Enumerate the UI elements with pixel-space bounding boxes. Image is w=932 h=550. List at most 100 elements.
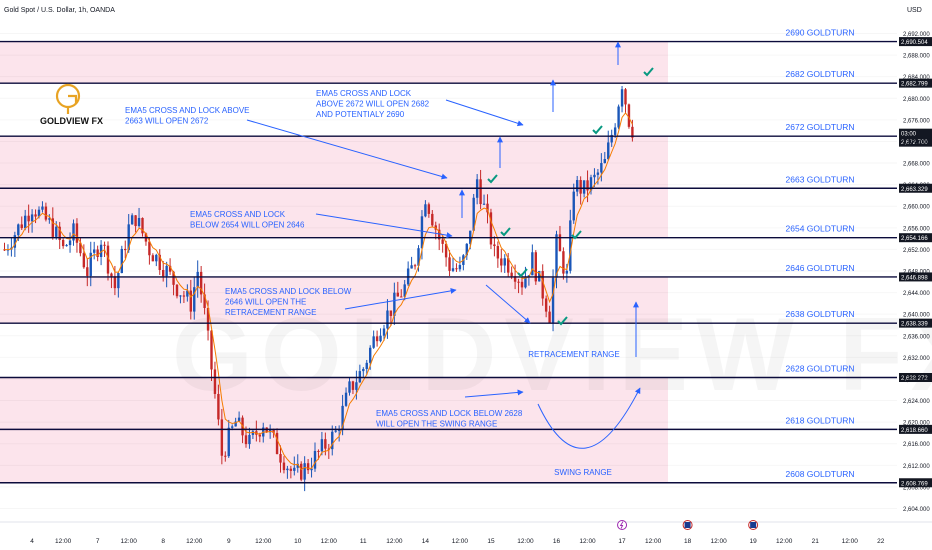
candle-body — [151, 255, 155, 262]
candle-body — [168, 265, 172, 272]
candle-body — [520, 281, 524, 288]
candle-body — [220, 419, 224, 456]
candle-body — [424, 204, 427, 217]
candle-body — [99, 244, 103, 257]
candle-body — [162, 269, 165, 277]
candle-body — [427, 204, 431, 214]
arrow-to-2646 — [315, 213, 453, 239]
level-label: 2690 GOLDTURN — [786, 28, 855, 38]
candle-body — [34, 214, 37, 217]
price-tag-text: 2,690.504 — [901, 40, 928, 46]
y-tick-label: 2,684.000 — [903, 75, 930, 81]
annotation-below-2646: EMA5 CROSS AND LOCK BELOW 2646 WILL OPEN … — [225, 287, 352, 317]
price-tag-text: 2,654.166 — [901, 236, 928, 242]
goldview-logo: GOLDVIEW FX — [40, 83, 103, 126]
candle-body — [438, 229, 441, 240]
arrow-down-retracement — [485, 284, 531, 324]
candle-body — [75, 223, 79, 243]
candle-body — [134, 215, 137, 227]
candle-body — [189, 290, 192, 312]
y-tick-label: 2,656.000 — [903, 226, 930, 232]
y-tick-label: 2,636.000 — [903, 334, 930, 340]
price-tag-text: 2,628.272 — [901, 376, 928, 382]
level-label: 2618 GOLDTURN — [786, 415, 855, 425]
candle-body — [103, 244, 106, 246]
candle-body — [589, 177, 593, 191]
annotation-above-2672: EMA5 CROSS AND LOCK ABOVE 2672 WILL OPEN … — [316, 89, 430, 119]
candle-body — [562, 251, 565, 274]
candle-body — [624, 89, 627, 105]
candle-body — [117, 273, 120, 289]
candle-body — [296, 463, 299, 468]
candle-body — [303, 463, 306, 480]
candle-body — [158, 254, 161, 270]
candle-body — [137, 217, 141, 227]
candle-body — [334, 430, 337, 432]
annotation-retracement-range: RETRACEMENT RANGE — [528, 350, 619, 359]
annotation-below-2628: EMA5 CROSS AND LOCK BELOW 2628 WILL OPEN … — [376, 409, 523, 429]
candle-body — [248, 434, 251, 445]
swing-curve-arrow — [537, 387, 641, 449]
candle-body — [479, 179, 482, 205]
candle-body — [130, 215, 134, 225]
candle-body — [417, 248, 420, 266]
logo-text: GOLDVIEW FX — [40, 116, 103, 126]
candle-body — [534, 252, 537, 282]
level-label: 2682 GOLDTURN — [786, 69, 855, 79]
x-tick-label: 18 — [684, 538, 692, 545]
candle-body — [607, 142, 610, 160]
logo-g-icon — [55, 83, 81, 114]
price-tag-text: 2,682.799 — [901, 82, 928, 88]
candle-body — [317, 450, 320, 452]
arrow-to-retracement — [344, 287, 457, 310]
candle-body — [393, 292, 396, 316]
annotation-swing-range: SWING RANGE — [554, 468, 612, 477]
price-tag-bg — [899, 233, 932, 243]
candle-body — [89, 252, 92, 276]
candle-body — [507, 258, 510, 273]
y-tick-label: 2,616.000 — [903, 442, 930, 448]
y-tick-label: 2,664.000 — [903, 183, 930, 189]
current-price-tag — [899, 128, 932, 147]
zone-band — [0, 377, 668, 483]
candle-body — [617, 106, 620, 128]
y-tick-label: 2,620.000 — [903, 421, 930, 427]
candle-body — [586, 180, 589, 191]
candle-body — [551, 277, 555, 323]
candle-body — [175, 284, 179, 297]
x-tick-label: 12:00 — [255, 538, 272, 545]
candle-body — [199, 271, 203, 295]
candle-body — [55, 226, 58, 237]
candle-body — [541, 271, 544, 299]
candle-body — [569, 220, 572, 271]
y-tick-label: 2,624.000 — [903, 399, 930, 405]
x-tick-label: 11 — [360, 538, 367, 545]
candle-body — [72, 223, 75, 241]
level-label: 2608 GOLDTURN — [786, 469, 855, 479]
price-tag-text: 2,663.329 — [901, 187, 928, 193]
candle-body — [313, 450, 317, 469]
candle-body — [217, 393, 220, 420]
candle-body — [244, 435, 248, 445]
candle-body — [251, 431, 255, 435]
candle-body — [68, 240, 72, 246]
price-tag-bg — [899, 424, 932, 434]
candle-body — [369, 347, 372, 363]
candle-body — [120, 248, 123, 274]
candle-body — [510, 272, 513, 277]
candle-body — [341, 405, 344, 430]
candle-body — [327, 448, 330, 450]
candle-body — [17, 224, 20, 236]
x-tick-label: 12:00 — [386, 538, 403, 545]
candle-body — [372, 336, 375, 348]
candle-body — [472, 197, 475, 231]
candle-body — [572, 191, 575, 221]
candle-body — [603, 159, 606, 164]
candle-body — [155, 254, 158, 262]
candle-body — [496, 246, 500, 259]
lightning-glyph — [619, 521, 624, 529]
lightning-icon — [617, 520, 628, 530]
candle-body — [13, 235, 17, 248]
x-tick-label: 14 — [422, 538, 430, 545]
